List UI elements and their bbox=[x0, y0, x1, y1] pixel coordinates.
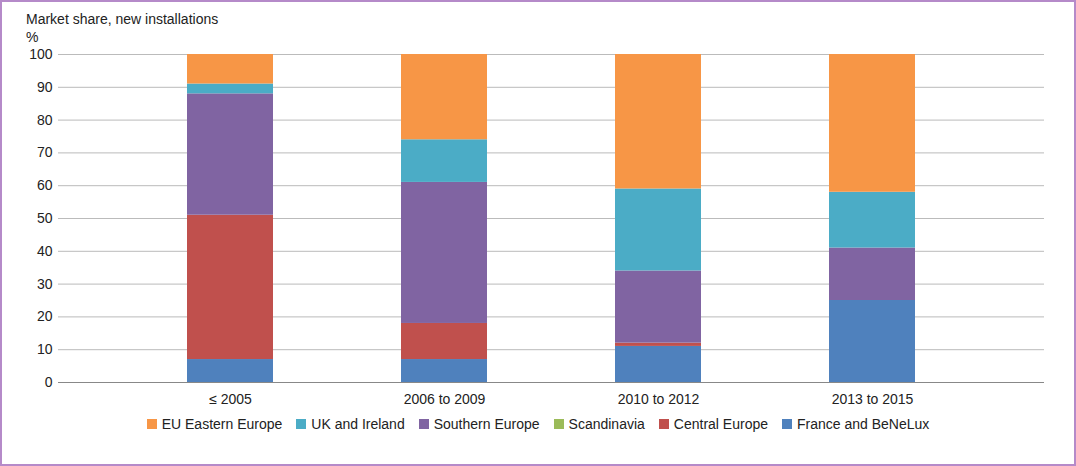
html-text:Southern Europe: Southern Europe bbox=[433, 416, 540, 432]
svg-text:40: 40 bbox=[37, 243, 53, 259]
html-text:Market share, new installation: Market share, new installations bbox=[26, 11, 219, 27]
svg-text:2006 to 2009: 2006 to 2009 bbox=[404, 391, 486, 407]
svg-text:20: 20 bbox=[37, 308, 53, 324]
svg-text:0: 0 bbox=[45, 374, 53, 390]
svg-text:100: 100 bbox=[29, 46, 53, 62]
svg-text:2013 to 2015: 2013 to 2015 bbox=[832, 391, 914, 407]
svg-text:10: 10 bbox=[37, 341, 53, 357]
svg-text:2010 to 2012: 2010 to 2012 bbox=[618, 391, 700, 407]
svg-text:90: 90 bbox=[37, 79, 53, 95]
svg-text:60: 60 bbox=[37, 177, 53, 193]
html-text:Scandinavia: Scandinavia bbox=[568, 416, 645, 432]
svg-text:70: 70 bbox=[37, 144, 53, 160]
html-text:UK and Ireland: UK and Ireland bbox=[311, 416, 405, 432]
svg-text:≤ 2005: ≤ 2005 bbox=[209, 391, 252, 407]
html-text:France and BeNeLux: France and BeNeLux bbox=[797, 416, 930, 432]
svg-text:80: 80 bbox=[37, 112, 53, 128]
svg-text:50: 50 bbox=[37, 210, 53, 226]
html-text:Central Europe: Central Europe bbox=[673, 416, 768, 432]
html-text:EU Eastern Europe: EU Eastern Europe bbox=[161, 416, 283, 432]
svg-text:30: 30 bbox=[37, 276, 53, 292]
